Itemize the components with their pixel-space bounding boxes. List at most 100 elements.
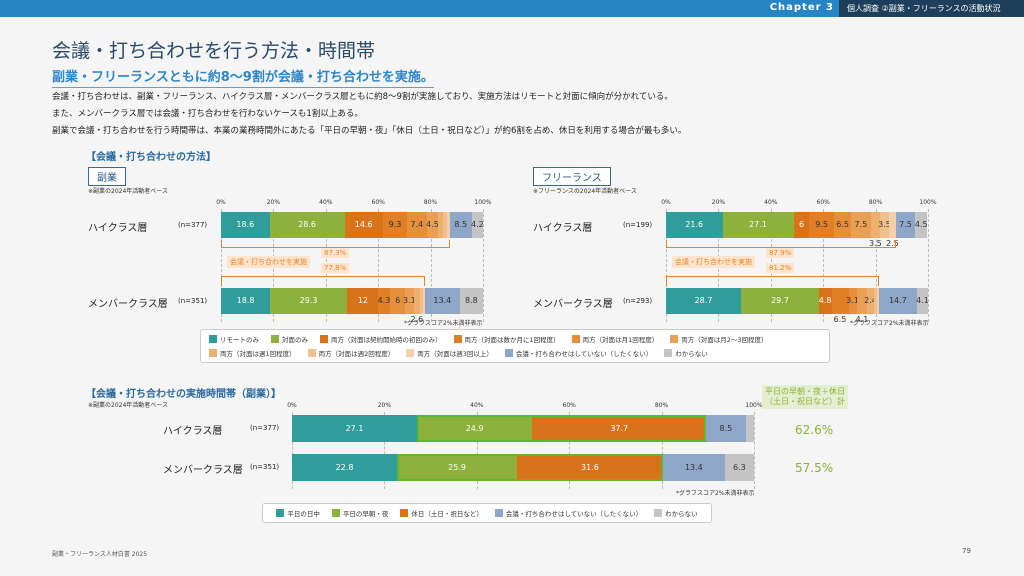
base-note: ※副業の2024年活動者ベース [88, 188, 168, 195]
bar-value-label: 28.7 [694, 296, 713, 305]
legend-item: 両方（対面は月1回程度） [571, 334, 658, 344]
bar-segment [221, 288, 271, 314]
bar-segment [389, 288, 406, 314]
bar-value-label: 7.5 [854, 220, 868, 229]
total-member: 57.5% [795, 461, 834, 475]
bar-segment [856, 288, 868, 314]
axis-tick-label: 40% [319, 199, 333, 206]
legend-label: 会議・打ち合わせはしていない（したくない） [515, 350, 653, 358]
bar-segment [443, 212, 448, 238]
sample-size: (n=377) [250, 424, 280, 432]
legend-label: 両方（対面は週3回以上） [417, 350, 493, 358]
legend-label: 両方（対面は週1回程度） [220, 350, 296, 358]
legend-item: 両方（対面は週2回程度） [307, 348, 394, 358]
bar-value-label: 7.5 [899, 220, 912, 229]
legend-item: 対面のみ [271, 334, 308, 344]
bar-value-label: 13.4 [684, 462, 703, 472]
bar-segment [447, 212, 450, 238]
bar-value-label: 18.6 [236, 220, 255, 229]
body-text-1: 会議・打ち合わせは、副業・フリーランス、ハイクラス層・メンバークラス層ともに約8… [52, 92, 673, 102]
legend-swatch [307, 349, 316, 357]
time-legend: 平日の日中 平日の早朝・夜 休日（土日・祝日など） 会議・打ち合わせはしていない（した… [262, 503, 712, 523]
legend-swatch [320, 335, 328, 343]
gridline [378, 209, 380, 322]
bar-segment [834, 212, 852, 238]
bar-value-label: 2.4 [864, 296, 877, 305]
bar-segment [426, 212, 439, 238]
bar-value-label: 25.9 [448, 462, 466, 472]
legend-label: 両方（対面は数か月に1回程度） [464, 336, 560, 344]
score-footnote: *グラフスコア2%未満非表示 [850, 320, 929, 327]
bar-value-label: 6.3 [732, 462, 746, 472]
bar-segment [666, 288, 742, 314]
gridline [569, 412, 571, 489]
implemented-pct-high: 87.9% [766, 248, 795, 258]
stacked-bar: 18.8 29.3 12 4.3 6 3.1 2.6 13.4 8.8 [221, 288, 483, 324]
legend-swatch [209, 349, 217, 357]
bar-value-label: 3.5 [878, 220, 891, 229]
bar-value-label: 14.6 [354, 220, 373, 229]
sample-size: (n=351) [250, 463, 280, 471]
bar-segment [449, 212, 472, 238]
axis-tick-label: 0% [661, 199, 671, 206]
bar-value-label: 4.2 [470, 220, 484, 229]
bar-segment [873, 288, 877, 314]
legend-label: 会議・打ち合わせはしていない（したくない） [505, 510, 643, 518]
bar-segment [413, 288, 421, 314]
axis-tick-label: 60% [562, 402, 576, 409]
stacked-bar: 27.1 24.9 37.7 8.5 [292, 415, 754, 442]
bar-segment [378, 288, 390, 314]
axis-tick-label: 40% [470, 402, 484, 409]
row-label: ハイクラス層 [88, 223, 148, 234]
bar-segment [889, 212, 896, 238]
legend-item: わからない [654, 508, 698, 518]
implemented-bracket [666, 240, 896, 248]
sample-size: (n=293) [623, 297, 653, 305]
page-subtitle: 副業・フリーランスともに約8〜9割が会議・打ち合わせを実施。 [52, 66, 434, 88]
bar-segment [741, 288, 819, 314]
legend-item: 休日（土日・祝日など） [400, 508, 483, 518]
bar-value-label: 22.8 [335, 462, 354, 472]
bar-value-label: 27.1 [749, 220, 767, 229]
legend-item: 会議・打ち合わせはしていない（したくない） [494, 508, 643, 518]
bar-value-label: 6.5 [833, 315, 847, 324]
axis-tick-label: 0% [287, 402, 297, 409]
total-highlight-box [417, 415, 707, 442]
bar-segment [344, 212, 383, 238]
bar-value-label: 21.6 [685, 220, 704, 229]
gridline [928, 209, 929, 322]
legend-item: わからない [664, 348, 708, 358]
gridline [483, 209, 484, 322]
bar-value-label: 37.7 [610, 423, 629, 433]
total-header: 平日の早朝・夜＋休日（土日・祝日など）計 [762, 385, 848, 409]
bar-segment [666, 212, 723, 238]
bar-segment [397, 454, 517, 481]
bar-segment [895, 212, 916, 238]
axis-tick-label: 60% [371, 199, 385, 206]
bar-value-label: 6 [395, 296, 401, 305]
implemented-bracket [221, 240, 450, 248]
gridline [754, 412, 755, 489]
axis-tick-label: 40% [764, 199, 778, 206]
legend-label: わからない [665, 510, 698, 518]
bar-value-label: 8.5 [719, 423, 733, 433]
bar-value-label: 4.1 [916, 296, 929, 305]
bar-value-label: 4.5 [914, 220, 928, 229]
gridline [384, 412, 386, 489]
bar-value-label: 3.1 [846, 296, 859, 305]
gridline [823, 209, 825, 322]
bar-segment [270, 288, 348, 314]
base-note: ※副業の2024年活動者ベース [88, 402, 168, 409]
bar-value-label: 31.6 [580, 462, 599, 472]
axis-tick-label: 100% [919, 199, 937, 206]
bar-segment [292, 454, 398, 481]
bar-value-label: 2.5 [885, 239, 899, 248]
bar-value-label: 14.7 [889, 296, 907, 305]
legend-swatch [400, 509, 409, 517]
row-label: メンバークラス層 [88, 299, 168, 310]
axis-tick-label: 20% [377, 402, 392, 409]
bar-segment [405, 288, 414, 314]
bar-value-label: 7.4 [410, 220, 424, 229]
axis-tick-label: 80% [423, 199, 438, 206]
axis-tick-label: 60% [816, 199, 830, 206]
